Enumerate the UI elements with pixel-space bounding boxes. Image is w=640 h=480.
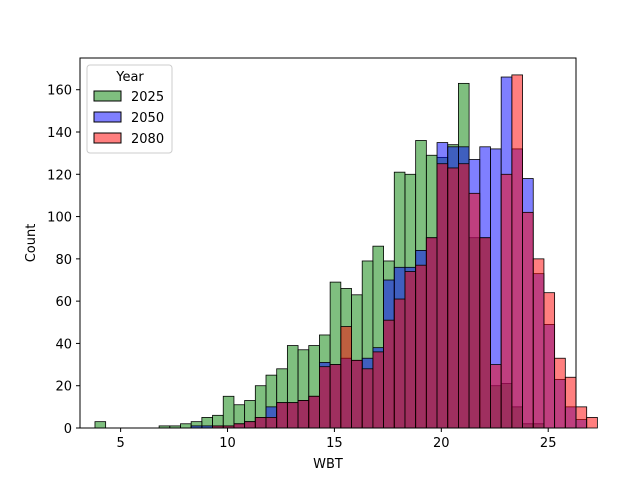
bar-2080-37 bbox=[490, 364, 502, 429]
bar-2080-16 bbox=[265, 417, 278, 429]
legend: Year 2025 2050 2080 bbox=[86, 64, 173, 154]
legend-label-2050: 2050 bbox=[131, 111, 164, 126]
bar-2080-30 bbox=[415, 264, 427, 429]
bar-2080-40 bbox=[522, 211, 534, 429]
x-tick-label-10: 10 bbox=[219, 436, 236, 451]
x-tick-label-25: 25 bbox=[540, 436, 557, 451]
legend-title: Year bbox=[115, 70, 144, 85]
bar-2080-36 bbox=[479, 237, 491, 429]
y-tick-label-20: 20 bbox=[55, 380, 72, 395]
y-axis-ticks: 0 20 40 60 80 100 120 140 160 bbox=[47, 84, 80, 437]
bar-2080-44 bbox=[564, 376, 577, 429]
bar-2080-34 bbox=[458, 163, 470, 429]
legend-label-2025: 2025 bbox=[131, 90, 164, 105]
x-axis-ticks: 5 10 15 20 25 bbox=[116, 428, 556, 451]
x-axis-label: WBT bbox=[313, 457, 343, 472]
bar-2080-22 bbox=[329, 364, 342, 429]
bar-2080-46 bbox=[586, 417, 598, 429]
bar-2080-45 bbox=[575, 406, 588, 429]
bar-2080-39 bbox=[511, 74, 523, 429]
y-tick-label-120: 120 bbox=[47, 168, 72, 183]
bar-2080-43 bbox=[554, 357, 566, 429]
bar-2080-42 bbox=[543, 292, 556, 429]
bar-2080-17 bbox=[276, 402, 288, 429]
y-axis-label: Count bbox=[24, 224, 39, 263]
bar-2080-28 bbox=[393, 298, 406, 429]
y-tick-label-40: 40 bbox=[55, 337, 72, 352]
y-tick-label-60: 60 bbox=[55, 295, 72, 310]
legend-swatch-2050 bbox=[93, 111, 122, 123]
bar-2080-15 bbox=[254, 417, 267, 429]
legend-label-2080: 2080 bbox=[131, 132, 164, 147]
bar-2080-18 bbox=[286, 402, 299, 429]
legend-swatch-2025 bbox=[93, 90, 122, 102]
y-tick-label-140: 140 bbox=[47, 126, 72, 141]
bar-2080-13 bbox=[233, 423, 246, 429]
legend-box bbox=[86, 64, 173, 154]
bar-2080-31 bbox=[425, 237, 438, 429]
bar-2080-27 bbox=[383, 319, 395, 429]
x-tick-label-20: 20 bbox=[433, 436, 450, 451]
y-tick-label-160: 160 bbox=[47, 84, 72, 99]
bar-2025-12 bbox=[222, 395, 235, 429]
bar-2025-0 bbox=[94, 421, 107, 429]
y-tick-label-80: 80 bbox=[55, 253, 72, 268]
y-tick-label-100: 100 bbox=[47, 211, 72, 226]
bar-2080-24 bbox=[351, 359, 363, 429]
legend-swatch-2080 bbox=[93, 132, 122, 144]
bar-2080-20 bbox=[308, 395, 320, 429]
bar-2080-21 bbox=[319, 366, 331, 429]
bar-2080-14 bbox=[244, 421, 256, 429]
x-tick-label-5: 5 bbox=[116, 436, 124, 451]
x-tick-label-15: 15 bbox=[326, 436, 343, 451]
bar-2080-41 bbox=[532, 258, 545, 429]
bar-2080-25 bbox=[361, 368, 374, 429]
bar-2080-38 bbox=[500, 173, 513, 429]
bar-2080-26 bbox=[372, 351, 384, 429]
bar-2080-32 bbox=[436, 163, 449, 429]
bar-2025-8 bbox=[180, 423, 192, 429]
y-tick-label-0: 0 bbox=[64, 422, 72, 437]
bar-2080-33 bbox=[447, 167, 459, 429]
bar-2080-23 bbox=[340, 326, 352, 429]
bar-2080-19 bbox=[297, 400, 310, 429]
bar-2080-29 bbox=[404, 271, 417, 429]
bar-2080-35 bbox=[468, 192, 481, 429]
axes-frame bbox=[79, 57, 577, 429]
